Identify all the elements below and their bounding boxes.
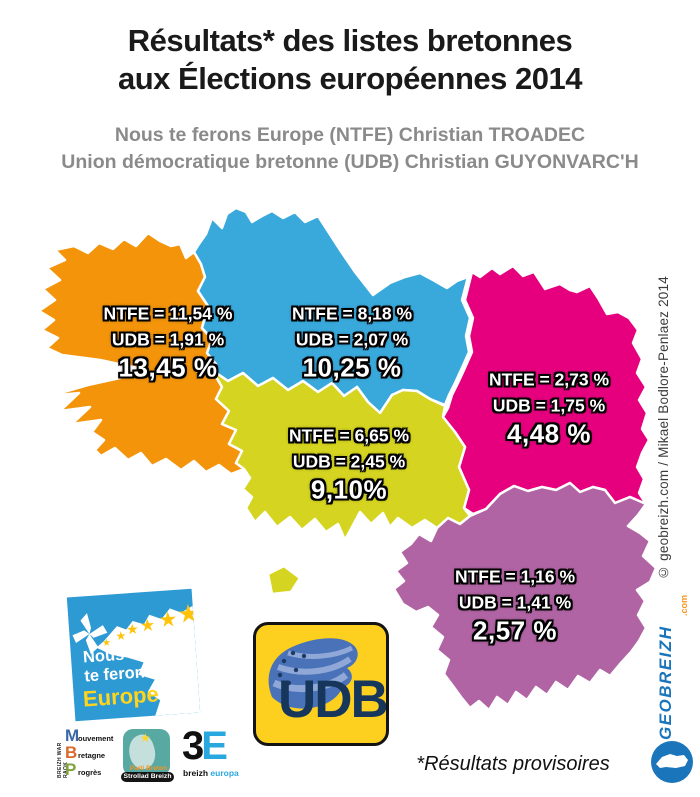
subtitle-line1: Nous te ferons Europe (NTFE) Christian T… (114, 124, 586, 146)
subtitle-line2: Union démocratique bretonne (UDB) Christ… (61, 151, 639, 173)
parti-breton-logo: ★ Parti Breton Strollad Breizh (121, 728, 175, 782)
udb-value: UDB = 2,07 % (295, 329, 409, 350)
copyright-credit: © geobreizh.com / Mikael Bodlore-Penlaez… (656, 276, 671, 580)
udb-logo: UDB (253, 622, 389, 746)
windmill-icon (72, 613, 108, 654)
breizh-europa-logo: 3E breizh europa (182, 724, 239, 780)
udb-value: UDB = 1,41 % (458, 592, 572, 613)
region-loire-atlantique (392, 481, 658, 712)
mbp-vertical-text: BREIZH WAR RAOK (57, 742, 69, 778)
udb-logo-acronym: UDB (278, 670, 387, 729)
region-morbihan (210, 368, 472, 542)
island-belle-ile (266, 564, 302, 596)
brittany-silhouette-icon (656, 754, 688, 768)
page-subtitle: Nous te ferons Europe (NTFE) Christian T… (0, 122, 700, 176)
total-value: 13,45 % (118, 352, 218, 383)
ntfe-logo-suffix: .eu (158, 688, 179, 705)
star-icon: ★ (115, 628, 127, 644)
breizh-europa-words: breizh europa (183, 768, 239, 778)
mbp-initial: M (65, 726, 80, 745)
mbp-word: rogrès (78, 768, 102, 777)
label-finistere: NTFE = 11,54 % UDB = 1,91 % 13,45 % (104, 301, 233, 384)
label-morbihan: NTFE = 6,65 % UDB = 2,45 % 9,10% (289, 423, 409, 506)
mbp-initial: P (65, 760, 77, 779)
title-line2: aux Élections européennes 2014 (118, 61, 583, 96)
label-ille-et-vilaine: NTFE = 2,73 % UDB = 1,75 % 4,48 % (489, 367, 609, 450)
total-value: 2,57 % (473, 615, 557, 646)
ntfe-value: NTFE = 1,16 % (454, 566, 576, 587)
parti-breton-label-br: Strollad Breizh (121, 772, 174, 782)
mbp-row-progres: P rogrès (65, 760, 113, 779)
star-icon: ★ (139, 615, 156, 636)
udb-value: UDB = 1,91 % (111, 329, 225, 350)
star-icon: ★ (125, 620, 140, 638)
mbp-word: ouvement (78, 734, 114, 743)
label-loire-atlantique: NTFE = 1,16 % UDB = 1,41 % 2,57 % (455, 564, 575, 647)
ntfe-value: NTFE = 11,54 % (103, 303, 233, 324)
mbp-row-mouvement: M ouvement (65, 726, 114, 745)
france-map-icon (72, 605, 201, 716)
total-value: 9,10% (310, 474, 388, 505)
star-icon: ★ (157, 607, 179, 633)
footnote: *Résultats provisoires (416, 753, 610, 775)
page-title: Résultats* des listes bretonnes aux Élec… (0, 22, 700, 98)
breizh-europa-mark: 3E (182, 724, 228, 768)
ntfe-value: NTFE = 6,65 % (288, 425, 410, 446)
dove-flag-icon (268, 638, 358, 709)
star-icon: ★ (140, 731, 151, 745)
udb-value: UDB = 1,75 % (492, 395, 606, 416)
udb-value: UDB = 2,45 % (292, 451, 406, 472)
ntfe-logo: ★ ★ ★ ★ ★ ★ Nous te ferons Europe.eu (66, 588, 201, 722)
parti-breton-label-fr: Parti Breton (129, 765, 168, 772)
label-cotes-darmor: NTFE = 8,18 % UDB = 2,07 % 10,25 % (292, 301, 412, 384)
total-value: 10,25 % (302, 352, 402, 383)
geobreizh-tld: .com (679, 594, 689, 616)
geobreizh-globe-icon (651, 741, 693, 783)
geobreizh-logo-text: GEOBREIZH (656, 625, 675, 740)
ntfe-value: NTFE = 2,73 % (488, 369, 610, 390)
total-value: 4,48 % (507, 418, 591, 449)
mbp-row-bretagne: B retagne (65, 743, 113, 762)
ntfe-value: NTFE = 8,18 % (291, 303, 413, 324)
mbp-initial: B (65, 743, 78, 762)
mbp-word: retagne (78, 751, 106, 760)
mbp-logo: BREIZH WAR RAOK M ouvement B retagne P r… (57, 726, 119, 780)
title-line1: Résultats* des listes bretonnes (127, 23, 573, 58)
